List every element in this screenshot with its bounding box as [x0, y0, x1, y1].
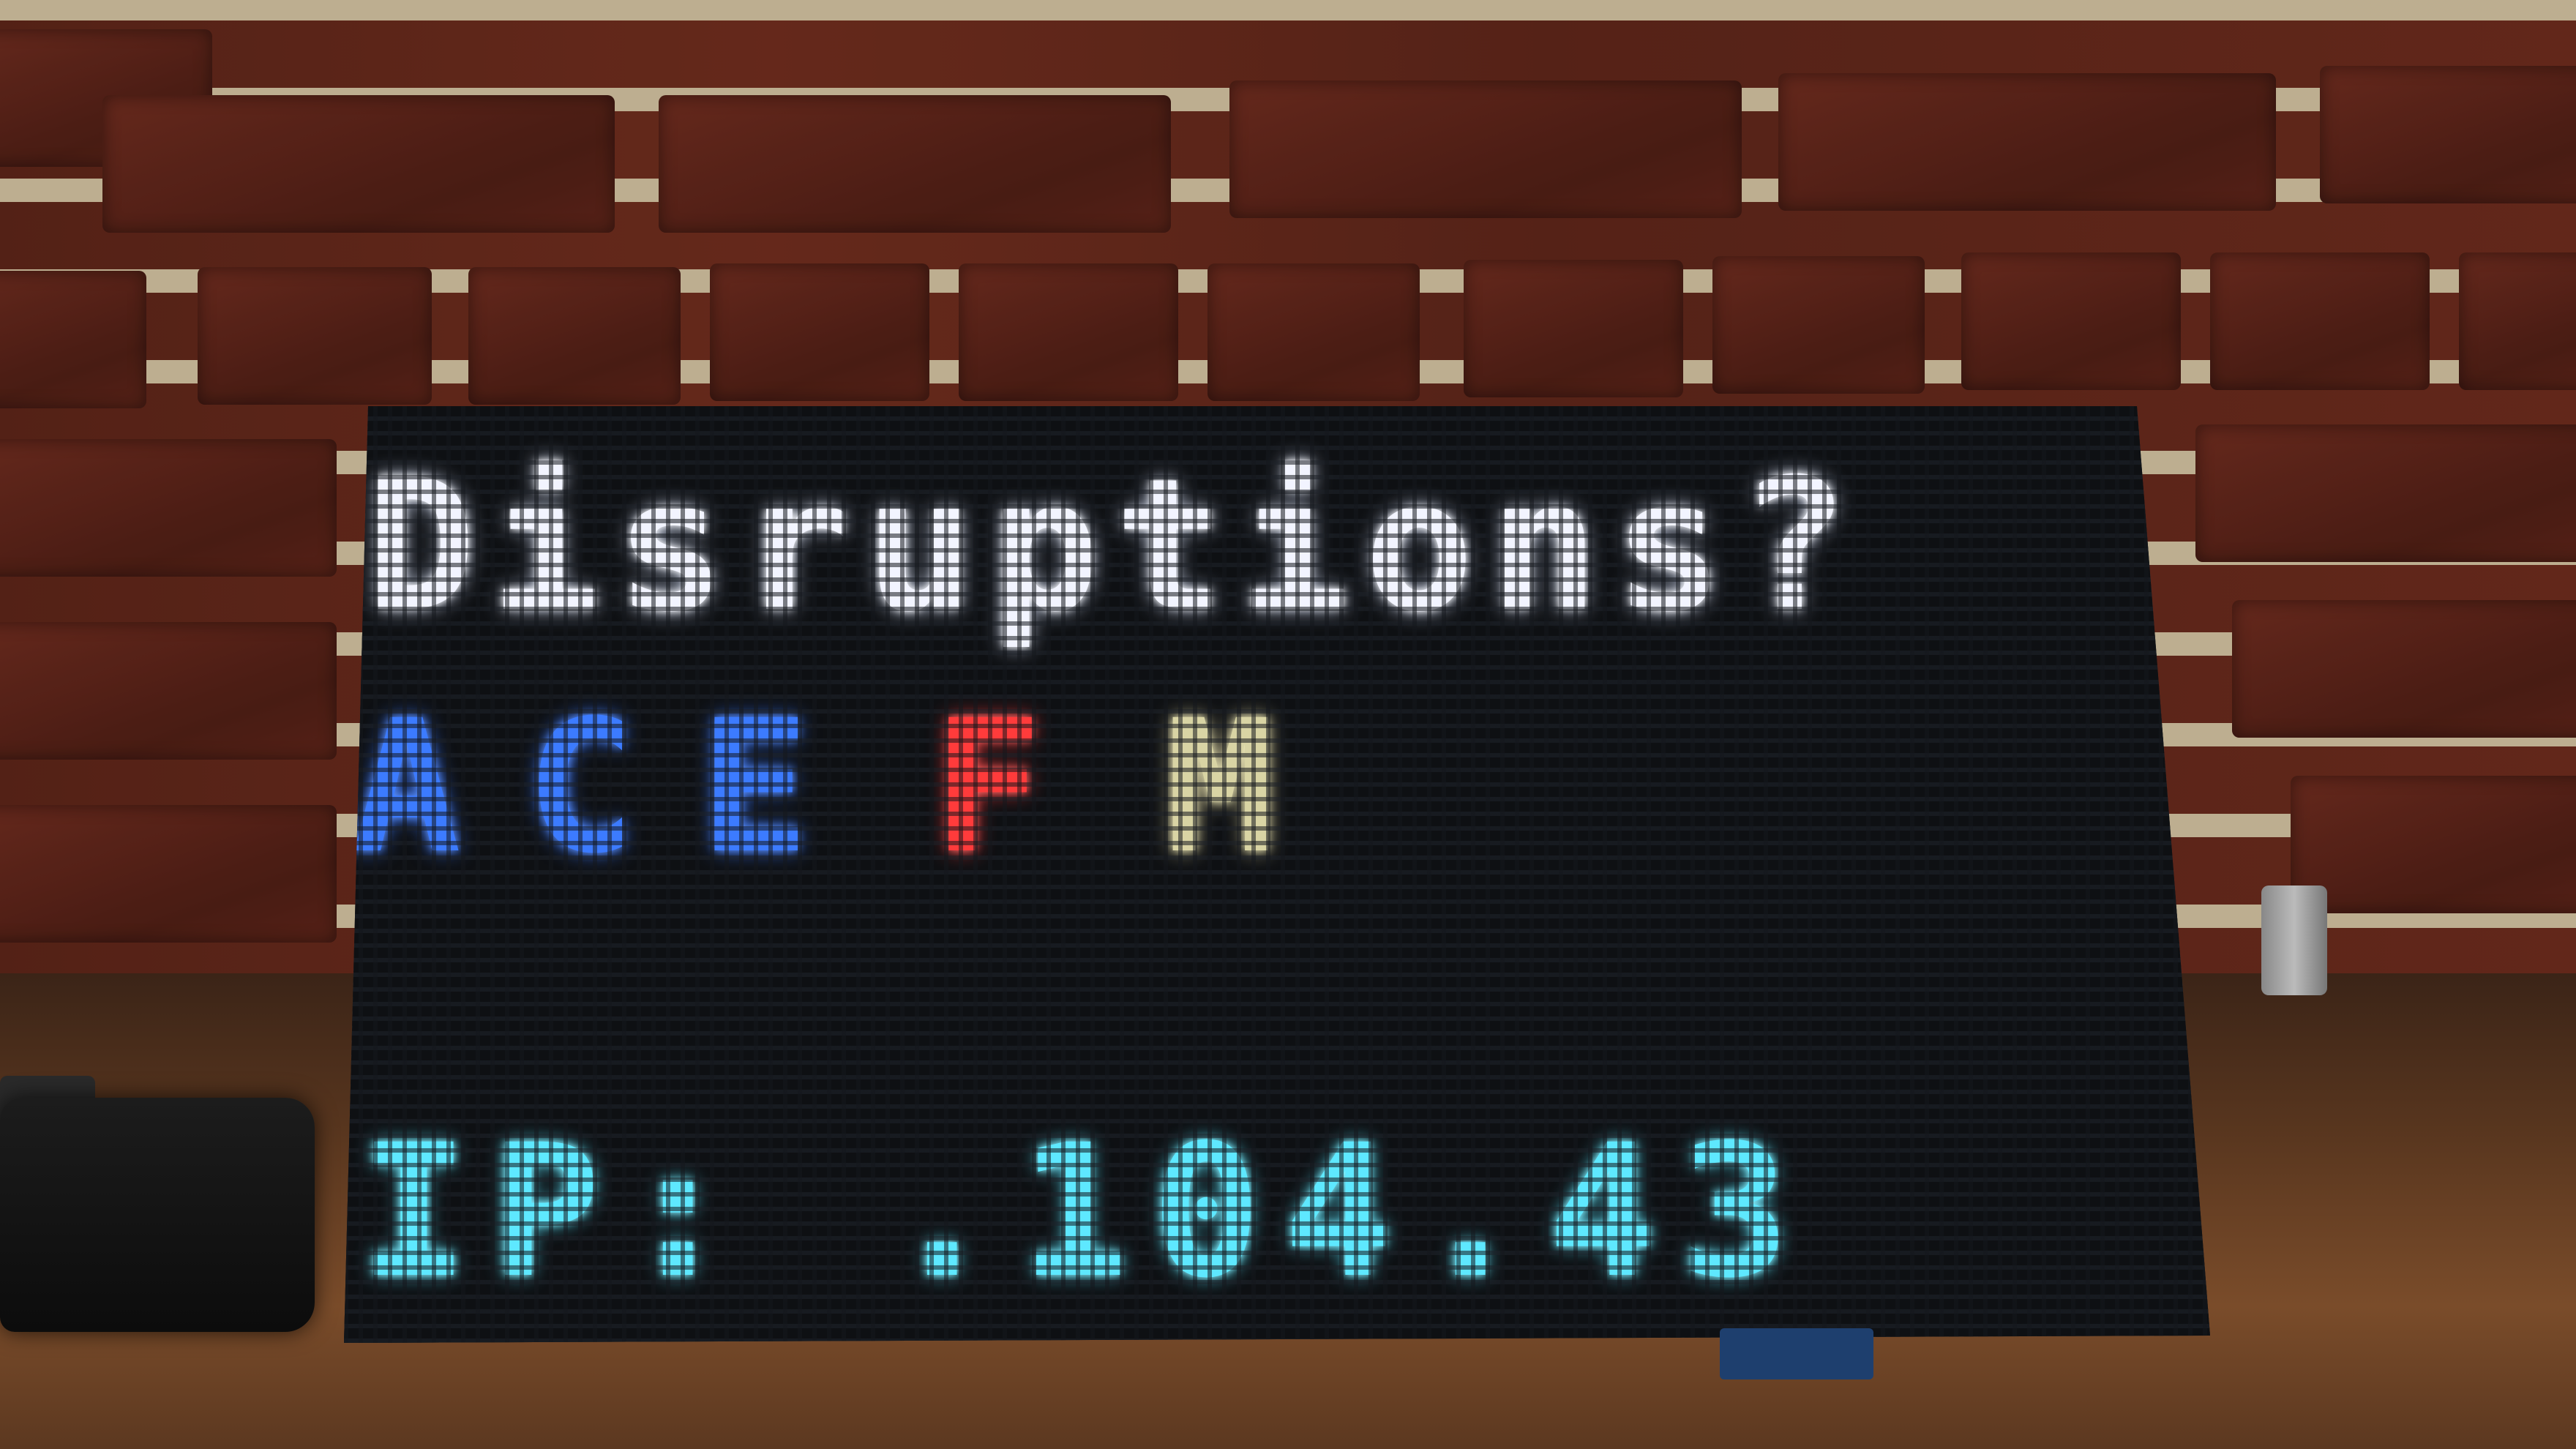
disruptions-title: Disruptions?	[366, 438, 1864, 652]
felt-pad	[1720, 1328, 1873, 1379]
power-adapter	[0, 1098, 315, 1332]
subway-lines-row: ACE F M	[344, 681, 2210, 894]
metal-bracket	[2261, 886, 2327, 995]
line-m-label: M	[1165, 680, 1340, 894]
ip-address-text: IP: .104.43	[359, 1104, 1812, 1318]
led-matrix-panel: Disruptions? ACE F M IP: .104.43	[344, 406, 2210, 1343]
line-f-label: F	[932, 680, 1107, 894]
line-ace-label: ACE	[351, 680, 875, 894]
